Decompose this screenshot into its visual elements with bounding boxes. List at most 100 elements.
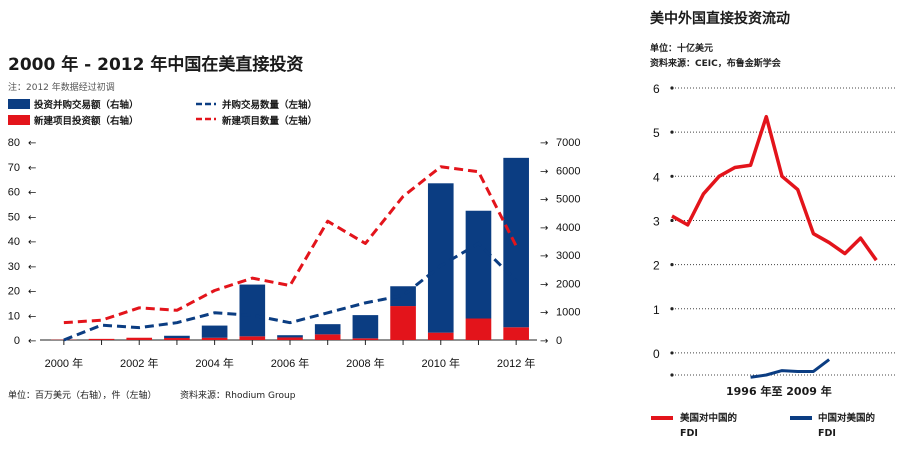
legend-swatch-ma-value [8, 99, 30, 109]
bar-ma-value [503, 157, 529, 328]
left-axis-tick-arrow: ← [28, 138, 36, 149]
left-axis-tick-label: 50 [8, 211, 20, 223]
legend-line-china-to-us [790, 416, 812, 420]
x-axis-tick-label: 2012 年 [497, 356, 536, 370]
bar-greenfield-value [88, 338, 115, 340]
line-ma-count [63, 241, 518, 342]
left-axis-tick-arrow: ← [28, 212, 36, 223]
bar-greenfield-value [126, 337, 153, 340]
legend-label-china-to-us-2: FDI [818, 428, 836, 439]
left-axis-tick-label: 60 [8, 187, 20, 199]
right-axis-tick-label: 7000 [556, 137, 580, 149]
left-axis-tick-arrow: ← [28, 336, 36, 347]
left-axis-tick-label: 30 [8, 261, 20, 273]
x-axis-tick-label: 2004 年 [195, 356, 234, 370]
left-axis-tick-label: 0 [14, 335, 20, 347]
y-axis-tick-label: 1 [653, 303, 660, 317]
left-footer-source: 资料来源：Rhodium Group [180, 391, 296, 401]
left-axis-tick-label: 20 [8, 286, 20, 298]
left-axis-tick-arrow: ← [28, 287, 36, 298]
right-axis-tick-arrow: → [540, 138, 548, 149]
legend-label-china-to-us-1: 中国对美国的 [818, 413, 876, 424]
bar-greenfield-value [164, 338, 190, 340]
y-axis-tick-label: 5 [653, 126, 660, 140]
right-chart-source: 资料来源：CEIC，布鲁金斯学会 [650, 59, 781, 69]
right-axis-tick-arrow: → [540, 195, 548, 206]
x-axis-tick-label: 2000 年 [45, 356, 84, 370]
bar-ma-value [201, 325, 228, 338]
right-axis-tick-arrow: → [540, 166, 548, 177]
bar-ma-value [277, 335, 303, 338]
left-chart-title: 2000 年 - 2012 年中国在美直接投资 [8, 55, 304, 75]
right-axis-tick-label: 5000 [556, 194, 580, 206]
legend-label-greenfield-count: 新建项目数量（左轴） [222, 116, 318, 127]
right-axis-tick-arrow: → [540, 308, 548, 319]
right-axis-tick-label: 2000 [556, 278, 580, 290]
bar-greenfield-value [465, 318, 492, 340]
right-axis-tick-label: 3000 [556, 250, 580, 262]
gridline-dot [670, 218, 674, 223]
x-axis-dot [670, 373, 674, 377]
bar-ma-value [314, 324, 341, 335]
left-axis-tick-arrow: ← [28, 311, 36, 322]
x-axis-tick-label: 2008 年 [346, 356, 385, 370]
y-axis-tick-label: 2 [653, 259, 660, 273]
left-chart-note: 注：2012 年数据经过初调 [8, 83, 115, 93]
legend-label-us-to-china-1: 美国对中国的 [680, 413, 738, 424]
gridline-dot [670, 263, 674, 267]
line-china-to-us-fdi [750, 358, 831, 379]
right-axis-tick-label: 1000 [556, 307, 580, 319]
left-axis-tick-label: 10 [8, 310, 20, 322]
bar-greenfield-value [239, 336, 266, 340]
left-axis-tick-label: 80 [8, 137, 20, 149]
right-axis-tick-arrow: → [540, 279, 548, 290]
left-axis-tick-arrow: ← [28, 237, 36, 248]
right-axis-tick-arrow: → [540, 223, 548, 234]
bar-ma-value [427, 183, 454, 333]
right-chart-xlabel: 1996 年至 2009 年 [726, 385, 832, 398]
bar-ma-value [164, 335, 190, 339]
line-us-to-china-fdi [671, 114, 878, 262]
gridline-dot [670, 86, 674, 90]
bar-greenfield-value [390, 306, 416, 340]
right-axis-tick-label: 4000 [556, 222, 580, 234]
bar-greenfield-value [201, 337, 228, 340]
legend-swatch-greenfield-value [8, 115, 30, 125]
left-footer-units: 单位：百万美元（右轴），件（左轴） [8, 391, 157, 401]
line-greenfield-count [63, 165, 518, 325]
bar-ma-value [465, 210, 492, 319]
gridline-dot [670, 130, 674, 134]
left-axis-tick-arrow: ← [28, 163, 36, 174]
bar-ma-value [239, 284, 266, 337]
right-axis-tick-arrow: → [540, 251, 548, 262]
y-axis-tick-label: 3 [653, 214, 660, 228]
right-chart-title: 美中外国直接投资流动 [650, 11, 790, 27]
gridline-dot [670, 174, 674, 178]
legend-line-us-to-china [651, 416, 673, 420]
y-axis-tick-label: 4 [653, 170, 660, 184]
legend-label-ma-count: 并购交易数量（左轴） [222, 100, 318, 111]
right-axis-tick-arrow: → [540, 336, 548, 347]
x-axis-tick-label: 2006 年 [271, 356, 310, 370]
x-axis-tick-label: 2002 年 [120, 356, 159, 370]
bar-greenfield-value [352, 338, 379, 340]
bar-greenfield-value [277, 337, 303, 340]
legend-label-greenfield-value: 新建项目投资额（右轴） [34, 116, 139, 127]
bar-greenfield-value [427, 332, 454, 340]
gridline-dot [670, 351, 674, 355]
left-axis-tick-arrow: ← [28, 262, 36, 273]
right-axis-tick-label: 6000 [556, 165, 580, 177]
gridline-dot [670, 307, 674, 311]
bar-ma-value [352, 315, 379, 339]
right-chart-units: 单位：十亿美元 [650, 44, 714, 54]
left-axis-tick-label: 70 [8, 162, 20, 174]
y-axis-tick-label: 6 [653, 82, 660, 96]
bar-greenfield-value [503, 327, 529, 340]
left-axis-tick-label: 40 [8, 236, 20, 248]
left-axis-tick-arrow: ← [28, 188, 36, 199]
legend-label-us-to-china-2: FDI [680, 428, 698, 439]
y-axis-tick-label: 0 [653, 347, 660, 361]
x-axis-tick-label: 2010 年 [422, 356, 461, 370]
